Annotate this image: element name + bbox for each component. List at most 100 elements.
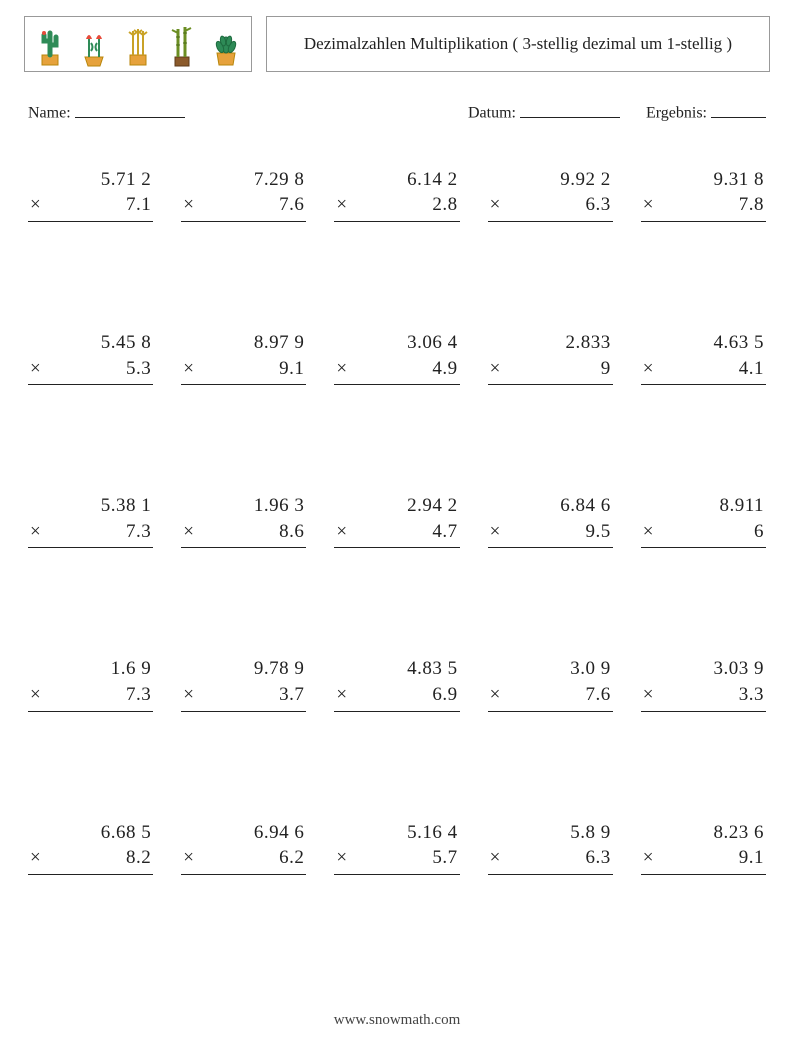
multiplier-row: ×7.8 — [641, 192, 766, 218]
operator: × — [643, 519, 661, 545]
spacer — [643, 493, 661, 519]
spacer — [30, 820, 48, 846]
spacer — [336, 656, 354, 682]
problem: 5.71 2×7.1 — [28, 167, 153, 222]
multiplier-row: ×2.8 — [334, 192, 459, 218]
spacer — [183, 820, 201, 846]
wheat-pot-icon — [121, 23, 155, 67]
rule-line — [488, 221, 613, 222]
multiplier-row: ×3.7 — [181, 682, 306, 708]
multiplicand-row: 6.68 5 — [28, 820, 153, 846]
date-blank[interactable] — [520, 100, 620, 118]
multiplicand-row: 8.97 9 — [181, 330, 306, 356]
multiplicand: 4.83 5 — [354, 656, 457, 682]
multiplier: 9.1 — [201, 356, 304, 382]
multiplier: 4.1 — [661, 356, 764, 382]
multiplier: 7.6 — [508, 682, 611, 708]
cactus-pot-icon — [33, 23, 67, 67]
rule-line — [488, 874, 613, 875]
multiplicand: 6.94 6 — [201, 820, 304, 846]
multiplicand-row: 6.94 6 — [181, 820, 306, 846]
multiplicand: 8.911 — [661, 493, 764, 519]
problem: 2.94 2×4.7 — [334, 493, 459, 548]
title-text: Dezimalzahlen Multiplikation ( 3-stellig… — [304, 33, 732, 54]
spacer — [183, 656, 201, 682]
multiplier: 6.2 — [201, 845, 304, 871]
problem: 9.31 8×7.8 — [641, 167, 766, 222]
multiplicand-row: 9.31 8 — [641, 167, 766, 193]
name-label: Name: — [28, 105, 71, 122]
multiplicand-row: 7.29 8 — [181, 167, 306, 193]
problem: 5.8 9×6.3 — [488, 820, 613, 875]
date-field: Datum: — [468, 100, 620, 123]
multiplicand-row: 2.94 2 — [334, 493, 459, 519]
operator: × — [490, 845, 508, 871]
problem: 4.83 5×6.9 — [334, 656, 459, 711]
operator: × — [490, 519, 508, 545]
problem: 5.16 4×5.7 — [334, 820, 459, 875]
operator: × — [336, 682, 354, 708]
multiplier: 9 — [508, 356, 611, 382]
spacer — [643, 330, 661, 356]
multiplicand-row: 5.38 1 — [28, 493, 153, 519]
result-blank[interactable] — [711, 100, 766, 118]
multiplicand: 7.29 8 — [201, 167, 304, 193]
multiplier-row: ×3.3 — [641, 682, 766, 708]
rule-line — [181, 221, 306, 222]
footer-text: www.snowmath.com — [334, 1012, 461, 1028]
operator: × — [336, 519, 354, 545]
rule-line — [28, 221, 153, 222]
multiplicand-row: 9.92 2 — [488, 167, 613, 193]
problem: 8.97 9×9.1 — [181, 330, 306, 385]
rule-line — [181, 874, 306, 875]
problem: 6.14 2×2.8 — [334, 167, 459, 222]
multiplicand-row: 8.23 6 — [641, 820, 766, 846]
multiplicand-row: 2.833 — [488, 330, 613, 356]
multiplicand-row: 6.84 6 — [488, 493, 613, 519]
multiplier-row: ×7.6 — [488, 682, 613, 708]
multiplier-row: ×8.2 — [28, 845, 153, 871]
multiplier-row: ×9.1 — [641, 845, 766, 871]
multiplier-row: ×6.3 — [488, 845, 613, 871]
name-blank[interactable] — [75, 100, 185, 118]
problem: 6.94 6×6.2 — [181, 820, 306, 875]
multiplier: 6.3 — [508, 192, 611, 218]
rule-line — [28, 711, 153, 712]
rule-line — [334, 384, 459, 385]
operator: × — [643, 845, 661, 871]
problem: 9.92 2×6.3 — [488, 167, 613, 222]
spacer — [643, 656, 661, 682]
multiplicand: 9.31 8 — [661, 167, 764, 193]
multiplier: 7.6 — [201, 192, 304, 218]
multiplier-row: ×4.1 — [641, 356, 766, 382]
problem: 6.84 6×9.5 — [488, 493, 613, 548]
multiplier-row: ×4.9 — [334, 356, 459, 382]
rule-line — [28, 874, 153, 875]
spacer — [336, 820, 354, 846]
multiplier-row: ×7.1 — [28, 192, 153, 218]
multiplicand-row: 5.8 9 — [488, 820, 613, 846]
rule-line — [181, 384, 306, 385]
rule-line — [641, 221, 766, 222]
multiplicand: 5.71 2 — [48, 167, 151, 193]
multiplier: 6 — [661, 519, 764, 545]
multiplier: 9.1 — [661, 845, 764, 871]
rule-line — [641, 874, 766, 875]
result-label: Ergebnis: — [646, 105, 707, 122]
multiplier-row: ×9.1 — [181, 356, 306, 382]
operator: × — [336, 845, 354, 871]
problem: 3.03 9×3.3 — [641, 656, 766, 711]
multiplier: 7.3 — [48, 519, 151, 545]
multiplier: 3.7 — [201, 682, 304, 708]
operator: × — [490, 356, 508, 382]
multiplicand-row: 6.14 2 — [334, 167, 459, 193]
problem: 2.833×9 — [488, 330, 613, 385]
operator: × — [183, 519, 201, 545]
multiplicand: 1.96 3 — [201, 493, 304, 519]
multiplicand-row: 4.83 5 — [334, 656, 459, 682]
spacer — [490, 330, 508, 356]
operator: × — [336, 192, 354, 218]
multiplicand: 6.68 5 — [48, 820, 151, 846]
multiplier-row: ×9 — [488, 356, 613, 382]
multiplicand-row: 3.06 4 — [334, 330, 459, 356]
